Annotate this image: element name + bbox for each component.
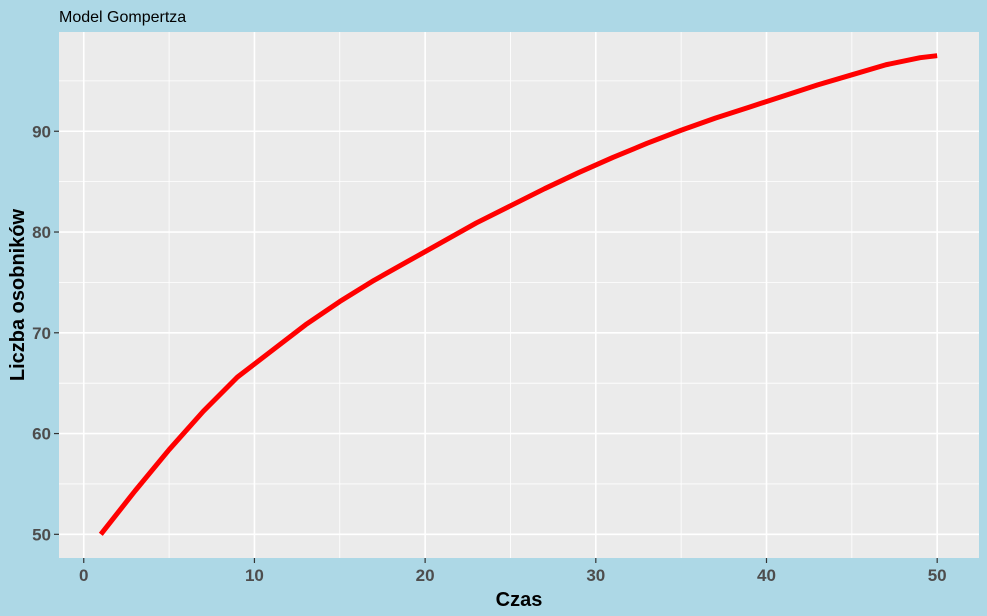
series-line [98,53,938,536]
y-tick-label: 60 [32,425,51,444]
x-tick-label: 10 [245,566,264,585]
y-tick-label: 80 [32,223,51,242]
x-tick-label: 20 [416,566,435,585]
x-axis-title: Czas [496,589,543,611]
y-axis-title: Liczba osobników [7,208,29,381]
y-tick-label: 70 [32,324,51,343]
x-tick-label: 40 [757,566,776,585]
y-tick-label: 90 [32,122,51,141]
plot-panel [59,32,979,558]
x-tick-label: 50 [928,566,947,585]
major-grid [59,32,979,558]
y-tick-label: 50 [32,525,51,544]
chart-title: Model Gompertza [59,9,186,26]
series-layer [98,53,938,536]
x-tick-label: 0 [79,566,88,585]
x-tick-label: 30 [586,566,605,585]
y-axis: 50 60 70 80 90 [32,122,59,544]
x-axis: 0 10 20 30 40 50 [79,558,947,585]
